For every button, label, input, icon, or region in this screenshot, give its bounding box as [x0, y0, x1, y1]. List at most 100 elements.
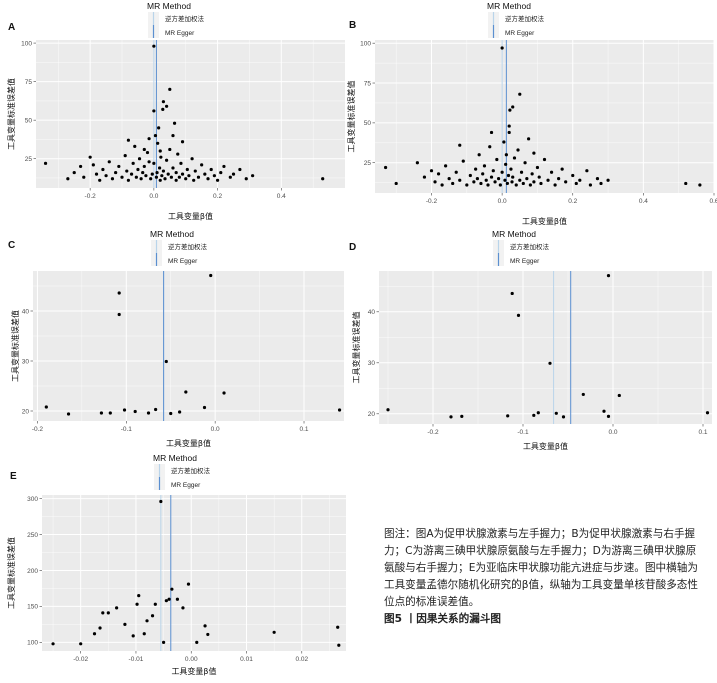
data-point	[107, 160, 111, 164]
data-point	[141, 170, 145, 175]
data-point	[516, 313, 521, 317]
y-tick-label: 200	[27, 568, 38, 575]
data-point	[507, 130, 511, 135]
data-point	[458, 143, 462, 147]
data-point	[171, 166, 175, 170]
x-axis-label: 工具变量β值	[166, 438, 211, 448]
data-point	[196, 175, 201, 179]
panel-label: C	[8, 240, 15, 251]
data-point	[180, 140, 185, 144]
y-tick-label: 150	[27, 604, 38, 611]
data-point	[152, 44, 156, 48]
data-point	[489, 130, 494, 135]
data-point	[488, 145, 492, 149]
data-point	[449, 415, 453, 419]
data-point	[117, 164, 121, 169]
y-tick-label: 20	[368, 411, 376, 418]
y-tick-label: 30	[368, 360, 376, 367]
data-point	[212, 174, 216, 178]
data-point	[548, 361, 552, 365]
data-point	[169, 411, 173, 416]
data-point	[131, 634, 135, 638]
data-point	[193, 169, 197, 173]
data-point	[510, 291, 514, 296]
data-point	[166, 172, 170, 176]
data-point	[518, 178, 522, 182]
data-point	[154, 175, 159, 179]
y-axis-label: 工具变量标准误差值	[346, 81, 356, 153]
y-tick-label: 75	[25, 79, 33, 86]
data-point	[493, 180, 497, 184]
legend: MR Method 逆方差加权法 MR Egger	[487, 1, 545, 38]
data-point	[537, 175, 541, 179]
data-point	[91, 163, 95, 167]
plot-area	[42, 495, 346, 651]
panel-label: E	[10, 471, 17, 482]
data-point	[187, 174, 191, 178]
data-point	[518, 92, 522, 96]
data-point	[110, 177, 115, 181]
data-point	[203, 624, 207, 628]
data-point	[536, 411, 540, 415]
data-point	[108, 411, 112, 415]
legend-title: MR Method	[147, 1, 191, 11]
y-tick-label: 300	[27, 496, 38, 503]
x-tick-label: 0.2	[568, 198, 577, 205]
x-tick-label: 0.00	[185, 656, 198, 663]
data-point	[433, 180, 437, 184]
data-point	[185, 167, 189, 172]
plot-area	[379, 271, 712, 424]
data-point	[133, 144, 137, 148]
data-point	[504, 153, 508, 157]
x-tick-label: 0.01	[240, 656, 253, 663]
data-point	[167, 597, 171, 601]
y-tick-label: 30	[22, 358, 30, 365]
data-point	[502, 140, 506, 144]
data-point	[181, 606, 185, 610]
y-tick-label: 50	[25, 117, 33, 124]
data-point	[152, 161, 156, 165]
data-point	[206, 632, 210, 637]
data-point	[156, 141, 160, 145]
legend-item-egger: MR Egger	[165, 30, 195, 37]
data-point	[43, 161, 48, 165]
data-point	[150, 614, 155, 618]
data-point	[454, 170, 458, 174]
data-point	[136, 167, 140, 172]
data-point	[129, 172, 134, 176]
data-point	[458, 178, 462, 182]
data-point	[164, 599, 168, 603]
data-point	[88, 155, 92, 159]
y-axis-label: 工具变量标准误差值	[351, 312, 361, 384]
data-point	[176, 152, 180, 156]
x-tick-label: -0.02	[73, 656, 88, 663]
data-point	[489, 175, 494, 179]
data-point	[147, 137, 151, 141]
data-point	[184, 177, 188, 181]
data-point	[122, 408, 127, 412]
data-point	[542, 157, 547, 162]
data-point	[149, 177, 153, 181]
x-tick-label: -0.2	[427, 429, 439, 436]
legend-title: MR Method	[492, 229, 536, 239]
data-point	[500, 170, 504, 174]
y-tick-label: 40	[368, 309, 376, 316]
data-point	[165, 104, 169, 108]
data-point	[516, 148, 520, 152]
x-tick-label: 0.4	[277, 193, 286, 200]
data-point	[159, 499, 163, 504]
data-point	[510, 180, 514, 184]
y-tick-label: 100	[21, 40, 32, 47]
panel-label: D	[349, 242, 356, 253]
legend: MR Method 逆方差加权法 MR Egger	[147, 1, 205, 38]
data-point	[588, 183, 593, 187]
data-point	[101, 611, 105, 615]
data-point	[120, 175, 124, 179]
data-point	[161, 100, 166, 104]
data-point	[180, 172, 185, 176]
data-point	[155, 170, 159, 175]
data-point	[125, 169, 129, 173]
data-point	[684, 181, 688, 186]
data-point	[174, 170, 178, 175]
x-tick-label: 0.0	[608, 429, 617, 436]
